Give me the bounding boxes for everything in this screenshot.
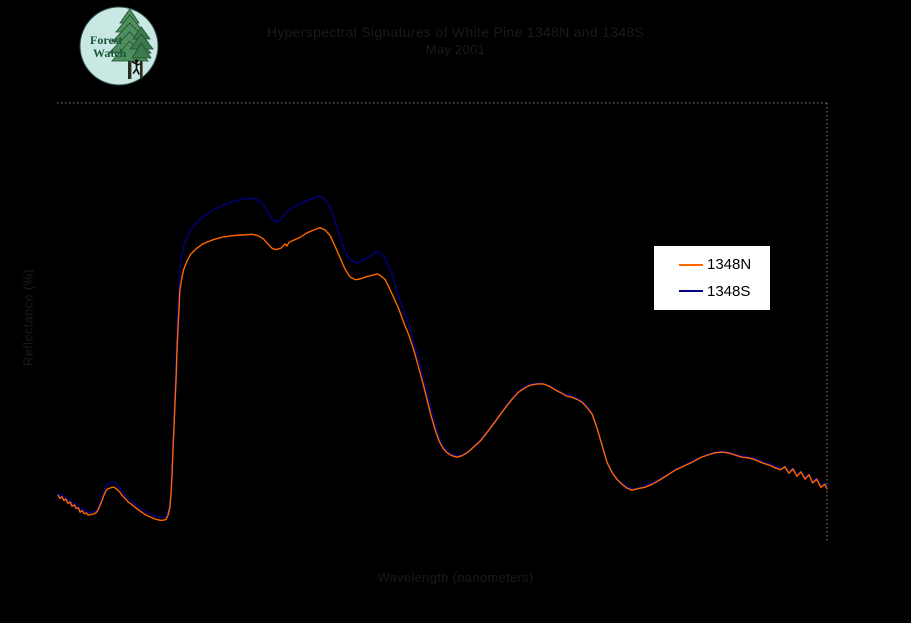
legend-entry-1348N: 1348N bbox=[654, 257, 770, 272]
tree-climber-icon bbox=[131, 59, 141, 75]
legend: 1348N 1348S bbox=[653, 245, 771, 311]
legend-label-1348N: 1348N bbox=[707, 256, 752, 274]
chart-subtitle: May 2001 bbox=[425, 42, 486, 57]
legend-label-1348S: 1348S bbox=[707, 282, 751, 300]
legend-line-sample-1348N bbox=[679, 263, 703, 266]
legend-line-sample-1348S bbox=[679, 290, 703, 293]
series-1348S-line bbox=[57, 195, 828, 518]
logo-text-forest: Forest bbox=[90, 33, 122, 47]
series-1348N-line bbox=[57, 226, 828, 521]
pine-tree-icon bbox=[108, 8, 154, 79]
forest-watch-logo: Forest Watch bbox=[79, 6, 159, 86]
x-axis-title: Wavelength (nanometers) bbox=[377, 570, 534, 585]
chart-title: Hyperspectral Signatures of White Pine 1… bbox=[266, 24, 645, 40]
logo-text-watch: Watch bbox=[93, 46, 127, 60]
series-group bbox=[57, 195, 828, 521]
legend-entry-1348S: 1348S bbox=[654, 284, 770, 299]
